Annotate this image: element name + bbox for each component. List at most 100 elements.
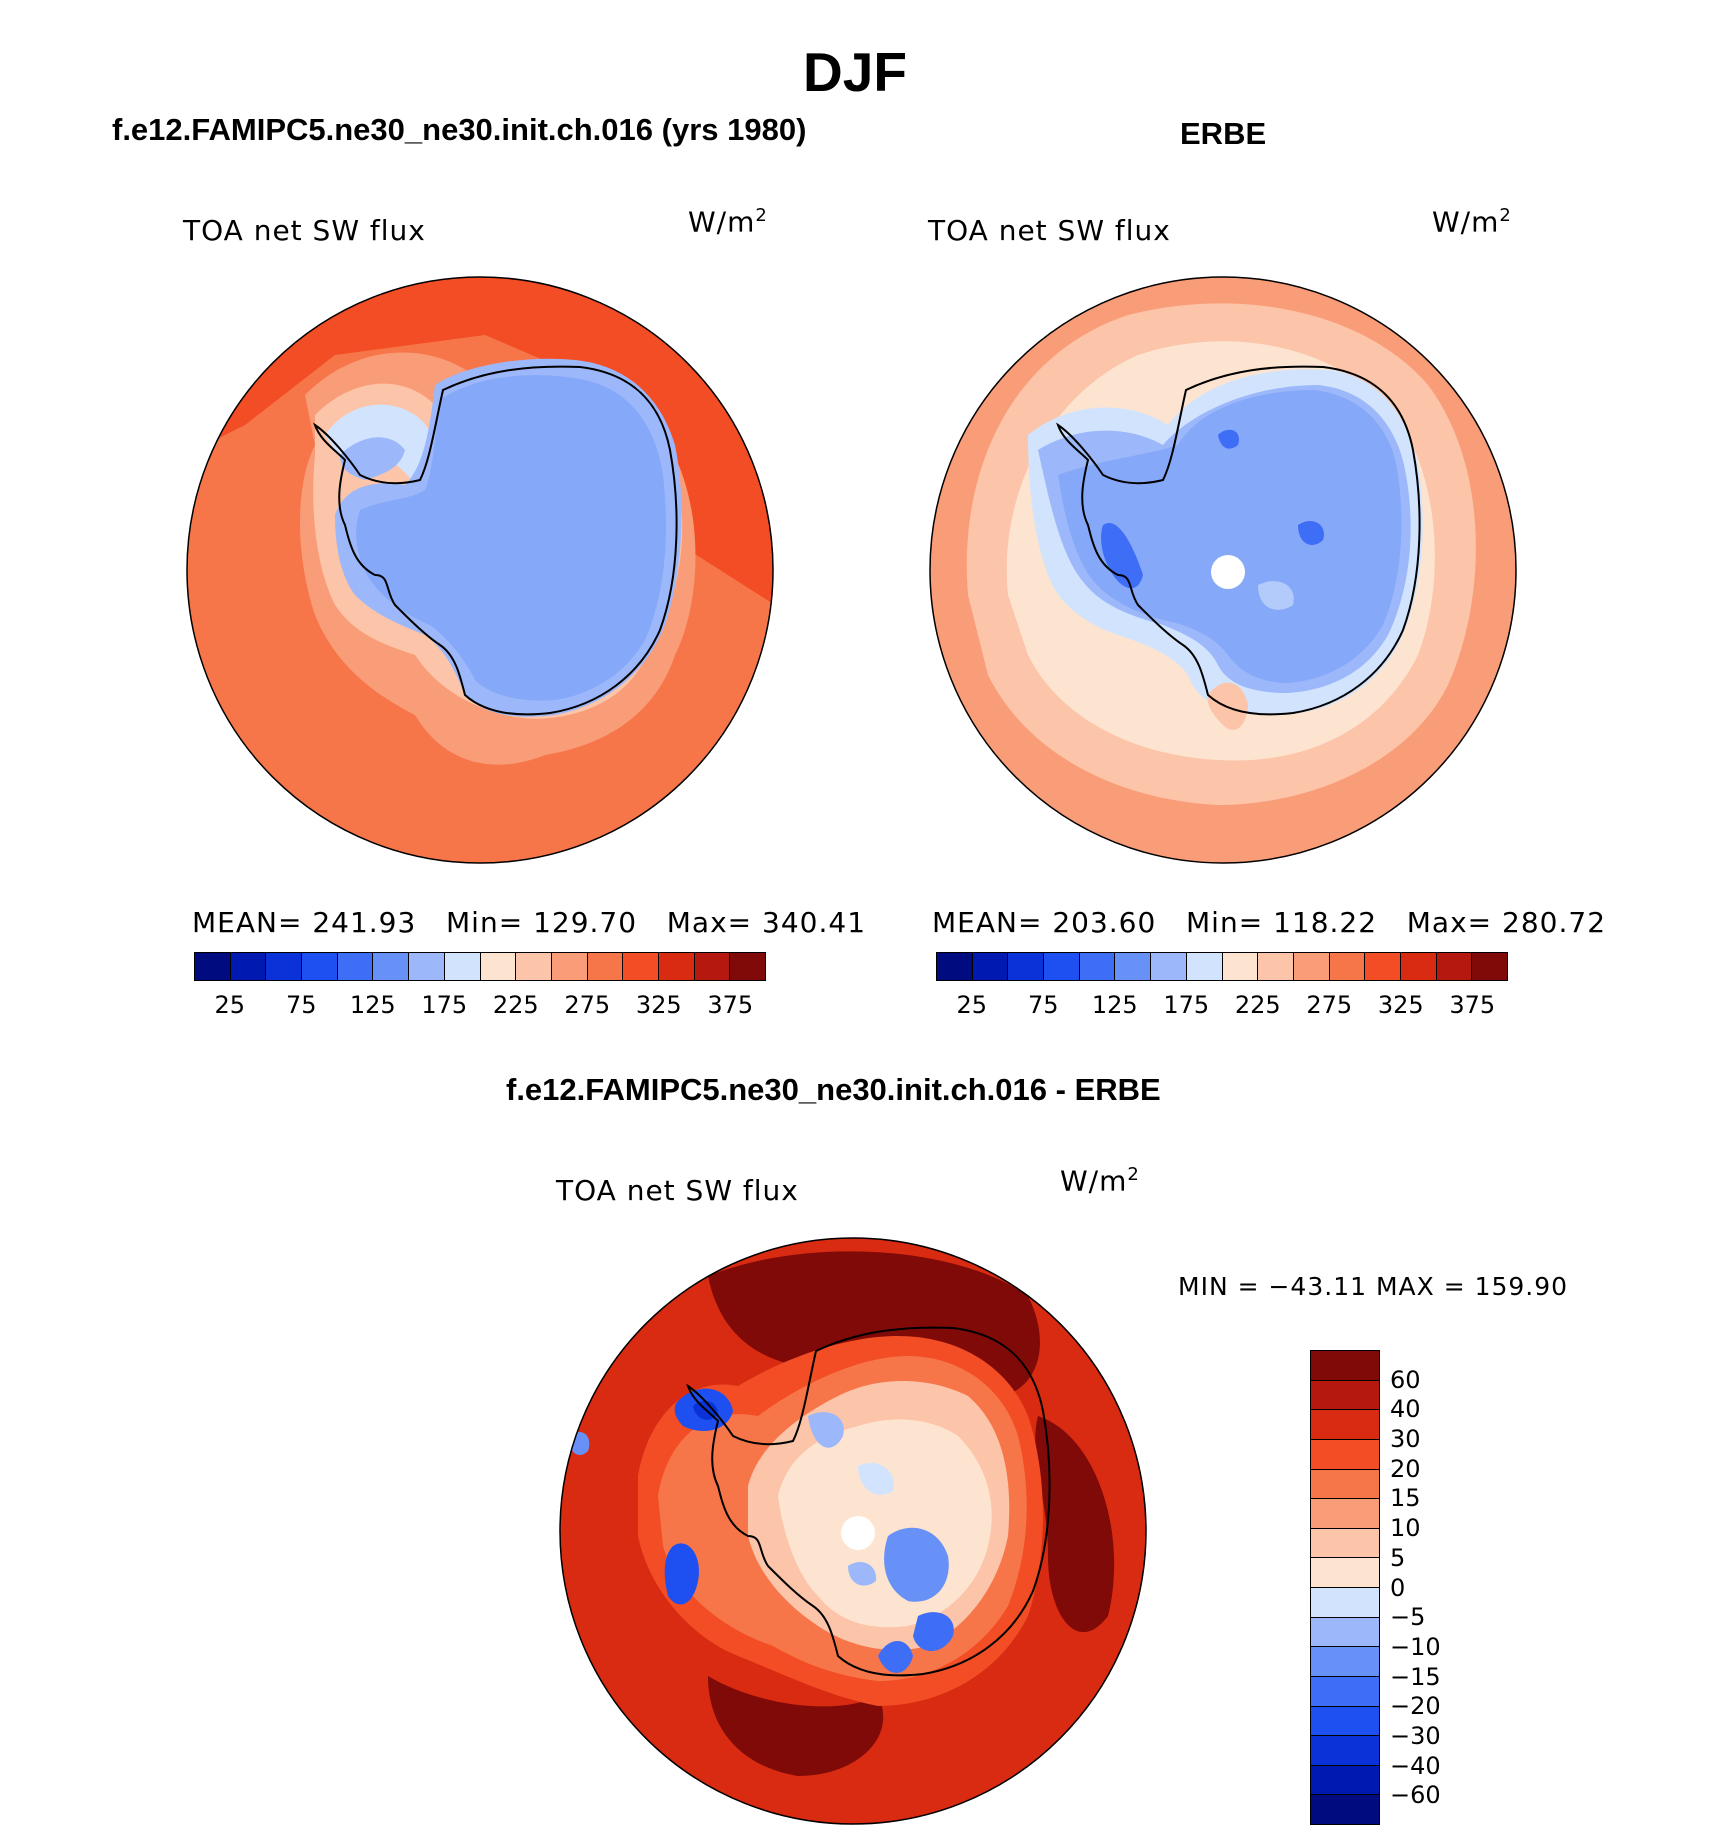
colorbar-box	[937, 953, 973, 980]
colorbar-tick-label: 225	[1234, 991, 1281, 1019]
colorbar-box	[480, 953, 517, 980]
colorbar-tick-label: 75	[1027, 991, 1059, 1019]
colorbar-box	[551, 953, 588, 980]
panel-model-stats: MEAN= 241.93 Min= 129.70 Max= 340.41	[192, 906, 867, 939]
colorbar-tick-label: 375	[707, 991, 754, 1019]
panel-diff-field-label: TOA net SW flux	[556, 1174, 799, 1207]
colorbar-box	[1115, 953, 1152, 980]
model-coastline	[313, 365, 678, 716]
colorbar-box	[1311, 1795, 1379, 1824]
colorbar-tick-label: 125	[349, 991, 396, 1019]
colorbar-box	[1311, 1439, 1379, 1470]
colorbar-box	[1472, 953, 1507, 980]
obs-coastline	[1056, 365, 1421, 716]
colorbar-tick-label: −60	[1390, 1781, 1441, 1810]
diff-map-boundary	[559, 1237, 1147, 1825]
colorbar-box	[1258, 953, 1294, 980]
colorbar-box	[1222, 953, 1259, 980]
colorbar-box	[1079, 953, 1116, 980]
colorbar-box	[1400, 953, 1437, 980]
colorbar-box	[1311, 1380, 1379, 1411]
panel-obs-field-label: TOA net SW flux	[928, 214, 1171, 247]
colorbar-tick-label: 25	[956, 991, 988, 1019]
colorbar-box	[730, 953, 765, 980]
colorbar-box	[694, 953, 731, 980]
colorbar-tick-label: 75	[285, 991, 317, 1019]
colorbar-tick-label: 175	[421, 991, 468, 1019]
obs-polar-map	[929, 276, 1517, 864]
model-polar-map	[186, 276, 774, 864]
colorbar-box	[1311, 1588, 1379, 1618]
colorbar-tick-label: −20	[1390, 1692, 1441, 1721]
colorbar-tick-label: −40	[1390, 1751, 1441, 1780]
diff-pole-hole	[841, 1516, 875, 1550]
panel-model-header: f.e12.FAMIPC5.ne30_ne30.init.ch.016 (yrs…	[112, 112, 807, 147]
colorbar-box	[266, 953, 303, 980]
colorbar-tick-label: 175	[1163, 991, 1210, 1019]
colorbar-tick-label: 225	[492, 991, 539, 1019]
colorbar-box	[1365, 953, 1401, 980]
diff-colorbar	[1310, 1350, 1380, 1825]
colorbar-box	[1311, 1469, 1379, 1500]
panel-diff-units: W/m2	[1060, 1164, 1140, 1198]
colorbar-tick-label: −30	[1390, 1721, 1441, 1750]
colorbar-tick-label: 125	[1091, 991, 1138, 1019]
obs-map-boundary	[929, 276, 1517, 864]
colorbar-tick-label: 5	[1390, 1543, 1406, 1572]
panel-diff-minmax: MIN = −43.11 MAX = 159.90	[1178, 1272, 1569, 1301]
colorbar-box	[1311, 1706, 1379, 1737]
colorbar-box	[230, 953, 267, 980]
colorbar-box	[658, 953, 695, 980]
obs-colorbar	[936, 952, 1508, 981]
colorbar-tick-label: 275	[564, 991, 611, 1019]
colorbar-box	[444, 953, 481, 980]
colorbar-tick-label: 10	[1390, 1514, 1421, 1543]
colorbar-tick-label: 40	[1390, 1395, 1421, 1424]
colorbar-tick-label: 30	[1390, 1425, 1421, 1454]
colorbar-tick-label: −5	[1390, 1603, 1426, 1632]
panel-model-units: W/m2	[688, 205, 768, 239]
colorbar-box	[1311, 1676, 1379, 1707]
colorbar-box	[302, 953, 338, 980]
colorbar-box	[587, 953, 624, 980]
colorbar-tick-label: 25	[214, 991, 246, 1019]
panel-model-field-label: TOA net SW flux	[183, 214, 426, 247]
colorbar-box	[1311, 1528, 1379, 1559]
colorbar-box	[1311, 1647, 1379, 1677]
diff-coastline	[686, 1326, 1051, 1677]
colorbar-tick-label: 60	[1390, 1365, 1421, 1394]
colorbar-tick-label: 375	[1449, 991, 1496, 1019]
diff-polar-map	[559, 1237, 1147, 1825]
colorbar-tick-label: −15	[1390, 1662, 1441, 1691]
colorbar-box	[1311, 1351, 1379, 1381]
model-continent-interior	[356, 375, 666, 701]
colorbar-box	[1311, 1765, 1379, 1796]
colorbar-tick-label: 0	[1390, 1573, 1406, 1602]
model-colorbar	[194, 952, 766, 981]
colorbar-box	[337, 953, 374, 980]
panel-diff-header: f.e12.FAMIPC5.ne30_ne30.init.ch.016 - ER…	[506, 1072, 1161, 1107]
colorbar-box	[409, 953, 445, 980]
colorbar-box	[1311, 1558, 1379, 1588]
colorbar-box	[1311, 1736, 1379, 1766]
model-high-flux-region	[187, 277, 773, 605]
colorbar-box	[516, 953, 552, 980]
model-map-boundary	[186, 276, 774, 864]
colorbar-box	[1151, 953, 1187, 980]
colorbar-box	[1311, 1499, 1379, 1529]
colorbar-tick-label: 15	[1390, 1484, 1421, 1513]
colorbar-tick-label: 325	[635, 991, 682, 1019]
panel-obs-units: W/m2	[1432, 205, 1512, 239]
colorbar-box	[1293, 953, 1330, 980]
colorbar-tick-label: −10	[1390, 1632, 1441, 1661]
colorbar-tick-label: 325	[1377, 991, 1424, 1019]
diff-negative-region	[884, 1527, 949, 1602]
page-title: DJF	[803, 41, 907, 103]
colorbar-box	[373, 953, 410, 980]
colorbar-box	[1044, 953, 1080, 980]
colorbar-box	[1329, 953, 1366, 980]
colorbar-box	[1186, 953, 1223, 980]
panel-obs-stats: MEAN= 203.60 Min= 118.22 Max= 280.72	[932, 906, 1607, 939]
colorbar-box	[1436, 953, 1473, 980]
panel-obs-header: ERBE	[1180, 116, 1267, 151]
